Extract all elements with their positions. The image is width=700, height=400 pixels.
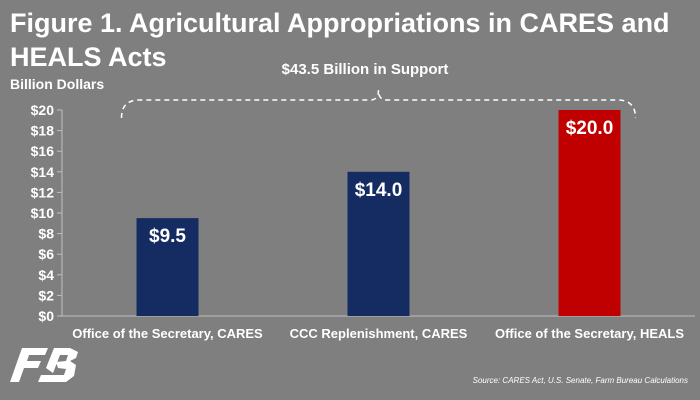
source-note: Source: CARES Act, U.S. Senate, Farm Bur… <box>472 376 688 385</box>
bar-data-label: $20.0 <box>566 118 614 139</box>
farm-bureau-logo-icon <box>10 348 78 382</box>
y-tick-label: $20 <box>31 102 55 118</box>
y-axis-label: Billion Dollars <box>10 76 105 92</box>
y-tick-label: $4 <box>38 267 54 283</box>
y-tick-label: $14 <box>31 164 55 180</box>
bar <box>347 171 410 316</box>
y-tick-label: $18 <box>31 123 55 139</box>
x-axis: Office of the Secretary, CARES CCC Replen… <box>62 315 695 341</box>
chart-title: Figure 1. Agricultural Appropriations in… <box>10 8 670 72</box>
support-bracket <box>120 89 637 119</box>
y-tick-label: $2 <box>38 287 54 303</box>
x-category-label: Office of the Secretary, CARES <box>72 326 263 341</box>
bars: $9.5 $14.0 $20.0 <box>136 110 621 316</box>
x-category-label: Office of the Secretary, HEALS <box>495 326 684 341</box>
x-category-label: CCC Replenishment, CARES <box>290 326 468 341</box>
y-tick-label: $16 <box>31 143 55 159</box>
bar <box>136 218 199 316</box>
y-axis: $0 $2 $4 $6 $8 $10 $12 $14 $16 $18 $20 <box>31 102 63 324</box>
total-support-annotation: $43.5 Billion in Support <box>281 61 449 78</box>
y-tick-label: $6 <box>38 246 54 262</box>
support-bracket-line <box>120 89 637 119</box>
bar <box>558 110 621 316</box>
y-tick-label: $0 <box>38 308 54 324</box>
bar-data-label: $14.0 <box>355 180 403 201</box>
y-tick-label: $10 <box>31 205 55 221</box>
y-tick-label: $8 <box>38 226 54 242</box>
y-tick-label: $12 <box>31 184 55 200</box>
bar-data-label: $9.5 <box>149 226 186 247</box>
